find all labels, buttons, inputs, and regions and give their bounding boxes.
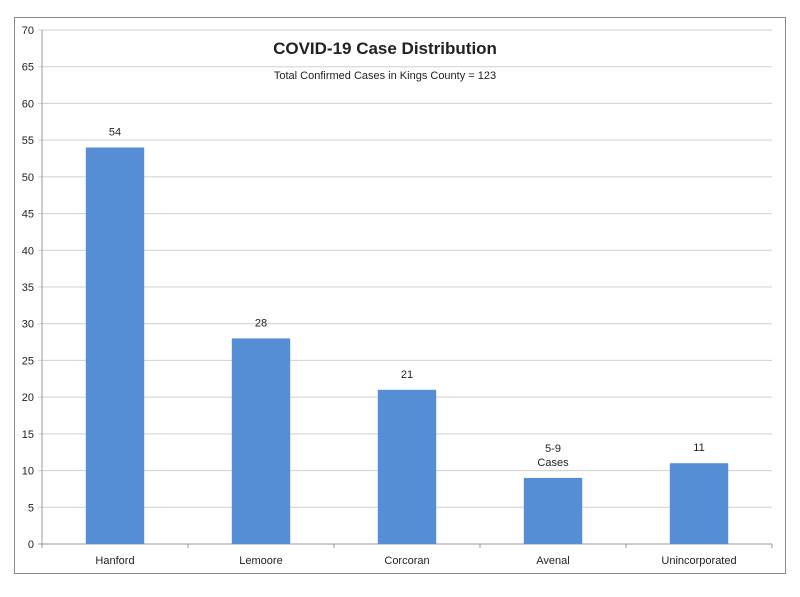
y-tick-label: 45 <box>22 209 34 221</box>
data-label: Cases <box>537 457 569 469</box>
y-tick-label: 25 <box>22 355 34 367</box>
y-tick-label: 55 <box>22 135 34 147</box>
data-label: 11 <box>693 442 704 454</box>
y-tick-label: 65 <box>22 62 34 74</box>
x-tick-label: Unincorporated <box>661 555 736 567</box>
y-tick-label: 5 <box>28 502 34 514</box>
data-label: 21 <box>401 369 413 381</box>
y-tick-label: 10 <box>22 466 34 478</box>
x-tick-label: Lemoore <box>239 555 282 567</box>
bar-unincorporated <box>669 463 729 544</box>
y-tick-label: 60 <box>22 98 34 110</box>
y-tick-label: 40 <box>22 245 34 257</box>
x-tick-label: Avenal <box>536 555 569 567</box>
y-tick-label: 30 <box>22 319 34 331</box>
bar-avenal <box>523 477 583 544</box>
data-label: 28 <box>255 317 267 329</box>
y-tick-label: 15 <box>22 429 34 441</box>
bar-lemoore <box>231 338 291 544</box>
chart-title: COVID-19 Case Distribution <box>273 39 497 58</box>
y-tick-label: 35 <box>22 282 34 294</box>
x-tick-label: Hanford <box>95 555 134 567</box>
data-label: 5-9 <box>545 443 561 455</box>
chart-subtitle: Total Confirmed Cases in Kings County = … <box>274 70 496 82</box>
y-tick-label: 0 <box>28 539 34 551</box>
y-tick-label: 20 <box>22 392 34 404</box>
data-label: 54 <box>109 126 121 138</box>
y-tick-label: 70 <box>22 25 34 37</box>
bar-hanford <box>85 147 145 544</box>
x-tick-label: Corcoran <box>384 555 429 567</box>
y-tick-label: 50 <box>22 172 34 184</box>
bar-corcoran <box>377 389 437 544</box>
